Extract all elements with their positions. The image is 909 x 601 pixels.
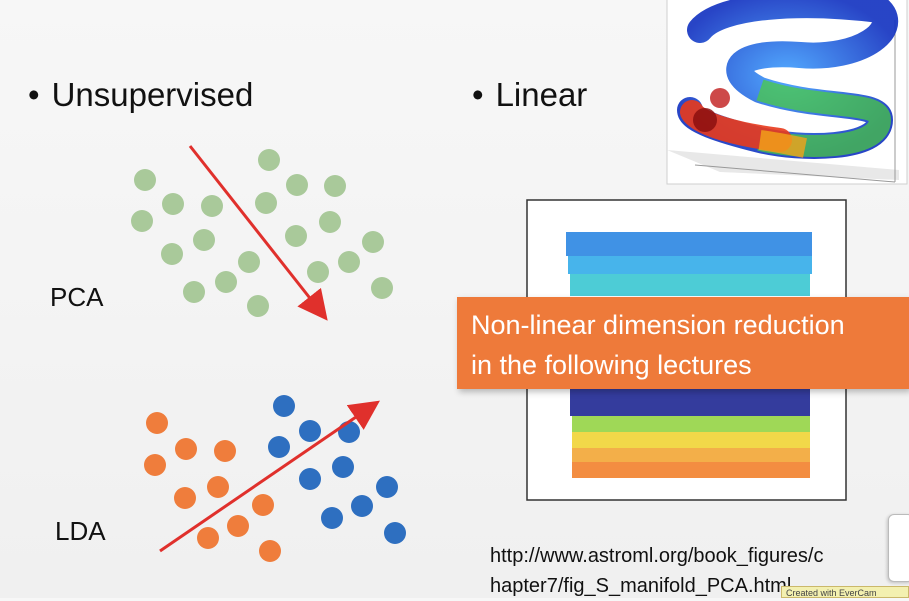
lda-label: LDA [55,516,106,546]
lda-orange-dot [227,515,249,537]
pca-dot [285,225,307,247]
lda-blue-dot [332,456,354,478]
lda-orange-dot [144,454,166,476]
lda-orange-dots [144,412,281,562]
pca-dot [362,231,384,253]
s-manifold-thumbnail [666,0,908,185]
pca-dot [161,243,183,265]
bullet-unsupervised-text: Unsupervised [51,76,254,113]
lda-orange-dot [252,494,274,516]
reference-url-line-2[interactable]: hapter7/fig_S_manifold_PCA.html [490,575,792,597]
lda-blue-dot [268,436,290,458]
lda-blue-dots [268,395,406,544]
projection-band-dark [570,388,810,416]
lda-blue-dot [299,420,321,442]
pca-dot [255,192,277,214]
lda-blue-dot [384,522,406,544]
callout-line-2: in the following lectures [471,350,752,380]
bullet-linear: • Linear [472,76,587,114]
pca-dot [215,271,237,293]
lda-blue-dot [299,468,321,490]
bullet-dot-icon: • [28,76,40,113]
pca-dot [307,261,329,283]
bullet-dot-icon: • [472,76,484,113]
lda-orange-dot [146,412,168,434]
pca-dot [201,195,223,217]
reference-url[interactable]: http://www.astroml.org/book_figures/c ha… [490,541,909,601]
lda-blue-dot [351,495,373,517]
lda-orange-dot [214,440,236,462]
pca-dot [258,149,280,171]
pca-dot [324,175,346,197]
pca-dot [238,251,260,273]
pca-dot [162,193,184,215]
pca-dot [193,229,215,251]
lda-projection-arrow [159,400,380,553]
evercam-badge: Created with EverCam [781,586,909,598]
nonlinear-callout: Non-linear dimension reduction in the fo… [457,297,909,389]
bullet-linear-text: Linear [495,76,588,113]
lda-blue-dot [321,507,343,529]
pca-dot [183,281,205,303]
lda-orange-dot [174,487,196,509]
pca-dot [286,174,308,196]
lda-orange-dot [197,527,219,549]
pca-dot [371,277,393,299]
lda-orange-dot [207,476,229,498]
side-panel-button[interactable] [888,514,909,582]
lda-blue-dot [338,421,360,443]
pca-projection-arrow [188,145,328,321]
pca-dot [131,210,153,232]
pca-dots [131,149,393,317]
lda-orange-dot [259,540,281,562]
lda-blue-dot [273,395,295,417]
pca-label: PCA [50,282,104,312]
lda-blue-dot [376,476,398,498]
pca-dot [338,251,360,273]
lda-orange-dot [175,438,197,460]
pca-dot [319,211,341,233]
projection-band-warm [572,416,810,478]
callout-line-1: Non-linear dimension reduction [471,310,845,340]
projection-band-blue [566,232,812,296]
bullet-unsupervised: • Unsupervised [28,76,253,114]
reference-url-line-1[interactable]: http://www.astroml.org/book_figures/c [490,545,824,567]
pca-dot [134,169,156,191]
pca-dot [247,295,269,317]
